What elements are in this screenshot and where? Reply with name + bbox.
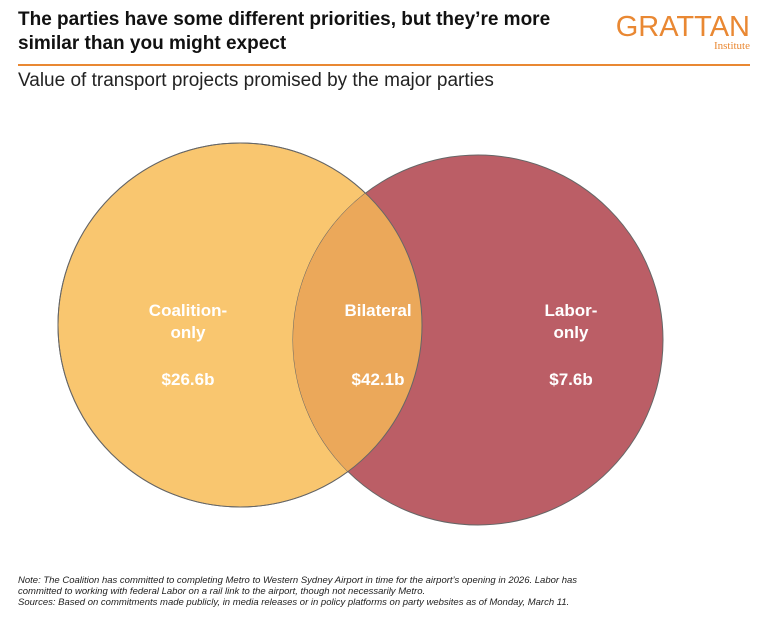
coalition-label-line1: Coalition- bbox=[149, 301, 227, 320]
coalition-value: $26.6b bbox=[162, 370, 215, 389]
sources-line: Sources: Based on commitments made publi… bbox=[18, 597, 570, 608]
header-divider bbox=[18, 64, 750, 66]
page-title: The parties have some different prioriti… bbox=[18, 9, 551, 54]
logo-sub: Institute bbox=[713, 40, 750, 52]
note-line-1: Note: The Coalition has committed to com… bbox=[18, 575, 578, 586]
logo-name: GRATTAN bbox=[615, 11, 750, 43]
coalition-outline bbox=[57, 142, 423, 508]
bilateral-overlap bbox=[293, 155, 422, 507]
note-line-2: committed to working with federal Labor … bbox=[18, 586, 426, 597]
labor-label-line1: Labor- bbox=[545, 301, 598, 320]
footnote: Note: The Coalition has committed to com… bbox=[18, 575, 748, 608]
labor-label-line2: only bbox=[554, 323, 589, 342]
bilateral-value: $42.1b bbox=[352, 370, 405, 389]
labor-value: $7.6b bbox=[549, 370, 592, 389]
grattan-logo: GRATTAN Institute bbox=[616, 12, 750, 52]
coalition-label-line2: only bbox=[171, 323, 206, 342]
bilateral-label: Bilateral bbox=[344, 301, 411, 320]
chart-subtitle: Value of transport projects promised by … bbox=[18, 70, 494, 91]
